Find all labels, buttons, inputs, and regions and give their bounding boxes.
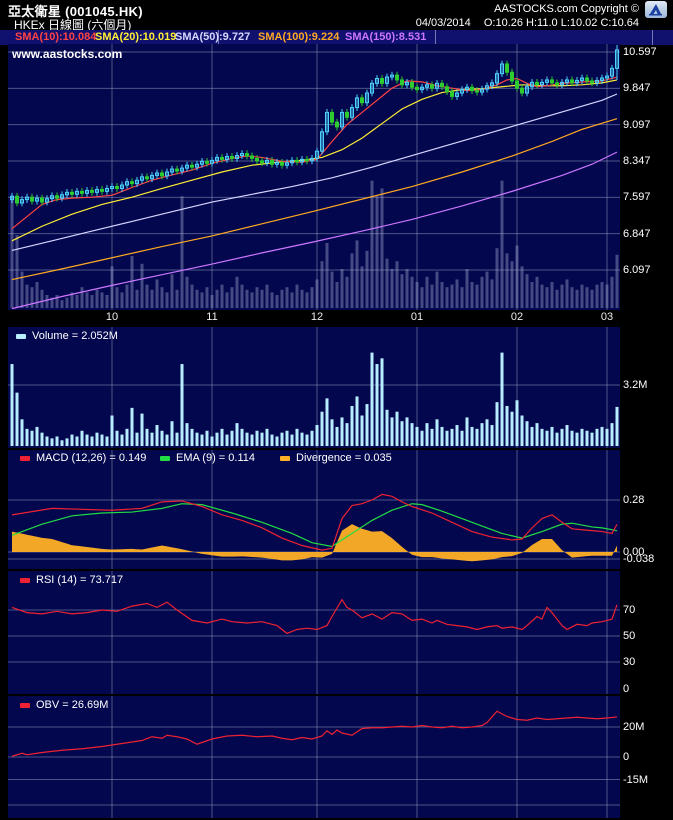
volume-legend: Volume = 2.052M bbox=[16, 330, 118, 342]
y-axis-tick-label: 0 bbox=[623, 751, 630, 763]
x-axis-tick-label: 10 bbox=[105, 311, 119, 323]
obv-panel[interactable] bbox=[0, 696, 620, 818]
x-axis-tick-label: 11 bbox=[206, 311, 218, 323]
rsi-legend: RSI (14) = 73.717 bbox=[20, 574, 123, 586]
macd-swatch-icon bbox=[20, 455, 30, 461]
y-axis-tick-label: -15M bbox=[623, 773, 649, 786]
sma-legend-item: SMA(10):10.084 bbox=[15, 31, 97, 43]
macd-legend: MACD (12,26) = 0.149 EMA (9) = 0.114 Div… bbox=[0, 452, 620, 466]
sma-legend-item: SMA(150):8.531 bbox=[345, 31, 427, 43]
aastocks-logo-icon[interactable] bbox=[645, 1, 667, 18]
main-price-chart-panel[interactable] bbox=[0, 44, 620, 310]
obv-swatch-icon bbox=[20, 702, 30, 708]
rsi-panel[interactable] bbox=[0, 571, 620, 694]
logo-glyph bbox=[649, 4, 662, 16]
exchange-subtitle: HKEx 日線圖 (六個月) bbox=[14, 18, 132, 32]
y-axis-tick-label: 3.2M bbox=[623, 379, 648, 391]
y-axis-tick-label: 9.097 bbox=[623, 118, 651, 131]
sma-legend-bar: SMA(10):10.084 SMA(20):10.019 SMA(50):9.72… bbox=[0, 30, 673, 45]
y-axis-tick-label: 20M bbox=[623, 721, 645, 733]
y-axis-tick-label: 7.597 bbox=[623, 191, 651, 204]
y-axis-tick-label: 0.00 bbox=[623, 546, 645, 558]
volume-panel[interactable] bbox=[0, 327, 620, 448]
y-axis-tick-label: 6.097 bbox=[623, 263, 651, 276]
divergence-swatch-icon bbox=[280, 455, 290, 461]
y-axis-tick-label: 70 bbox=[623, 604, 636, 616]
quote-date: 04/03/2014 bbox=[415, 17, 471, 29]
y-axis-tick-label: -0.038 bbox=[623, 553, 655, 566]
y-axis-tick-label: 0.28 bbox=[623, 494, 645, 506]
legend-separator bbox=[435, 30, 436, 45]
y-axis-tick-label: 0 bbox=[623, 683, 630, 695]
sma-legend-item: SMA(50):9.727 bbox=[175, 31, 251, 43]
copyright-text: AASTOCKS.com Copyright © bbox=[494, 3, 639, 15]
quote-line: 04/03/2014 O:10.26 H:11.0 L:10.02 C:10.6… bbox=[406, 17, 639, 29]
legend-separator bbox=[652, 30, 653, 45]
rsi-swatch-icon bbox=[20, 577, 30, 583]
x-axis-month-labels: 10 11 12 01 02 03 bbox=[0, 310, 673, 326]
x-axis-tick-label: 12 bbox=[310, 311, 324, 323]
y-axis-tick-label: 10.597 bbox=[623, 46, 657, 58]
y-axis-tick-label: 30 bbox=[623, 656, 636, 668]
volume-swatch-icon bbox=[16, 333, 26, 339]
x-axis-tick-label: 02 bbox=[510, 311, 524, 323]
ema-swatch-icon bbox=[160, 455, 170, 461]
obv-legend: OBV = 26.69M bbox=[20, 699, 108, 711]
macd-panel[interactable] bbox=[0, 450, 620, 569]
y-axis-tick-label: 9.847 bbox=[623, 82, 651, 95]
x-axis-tick-label: 01 bbox=[410, 311, 424, 323]
stock-title: 亞太衛星 (001045.HK) bbox=[8, 4, 143, 19]
x-axis-tick-label: 03 bbox=[600, 311, 614, 323]
watermark: www.aastocks.com bbox=[12, 47, 123, 61]
legend-separator bbox=[218, 30, 219, 45]
sma-legend-item: SMA(100):9.224 bbox=[258, 31, 340, 43]
sma-legend-item: SMA(20):10.019 bbox=[95, 31, 177, 43]
y-axis-tick-label: 8.347 bbox=[623, 154, 651, 167]
quote-ohlc: O:10.26 H:11.0 L:10.02 C:10.64 bbox=[483, 17, 639, 29]
y-axis-tick-label: 6.847 bbox=[623, 227, 651, 240]
y-axis-tick-label: 50 bbox=[623, 630, 636, 642]
